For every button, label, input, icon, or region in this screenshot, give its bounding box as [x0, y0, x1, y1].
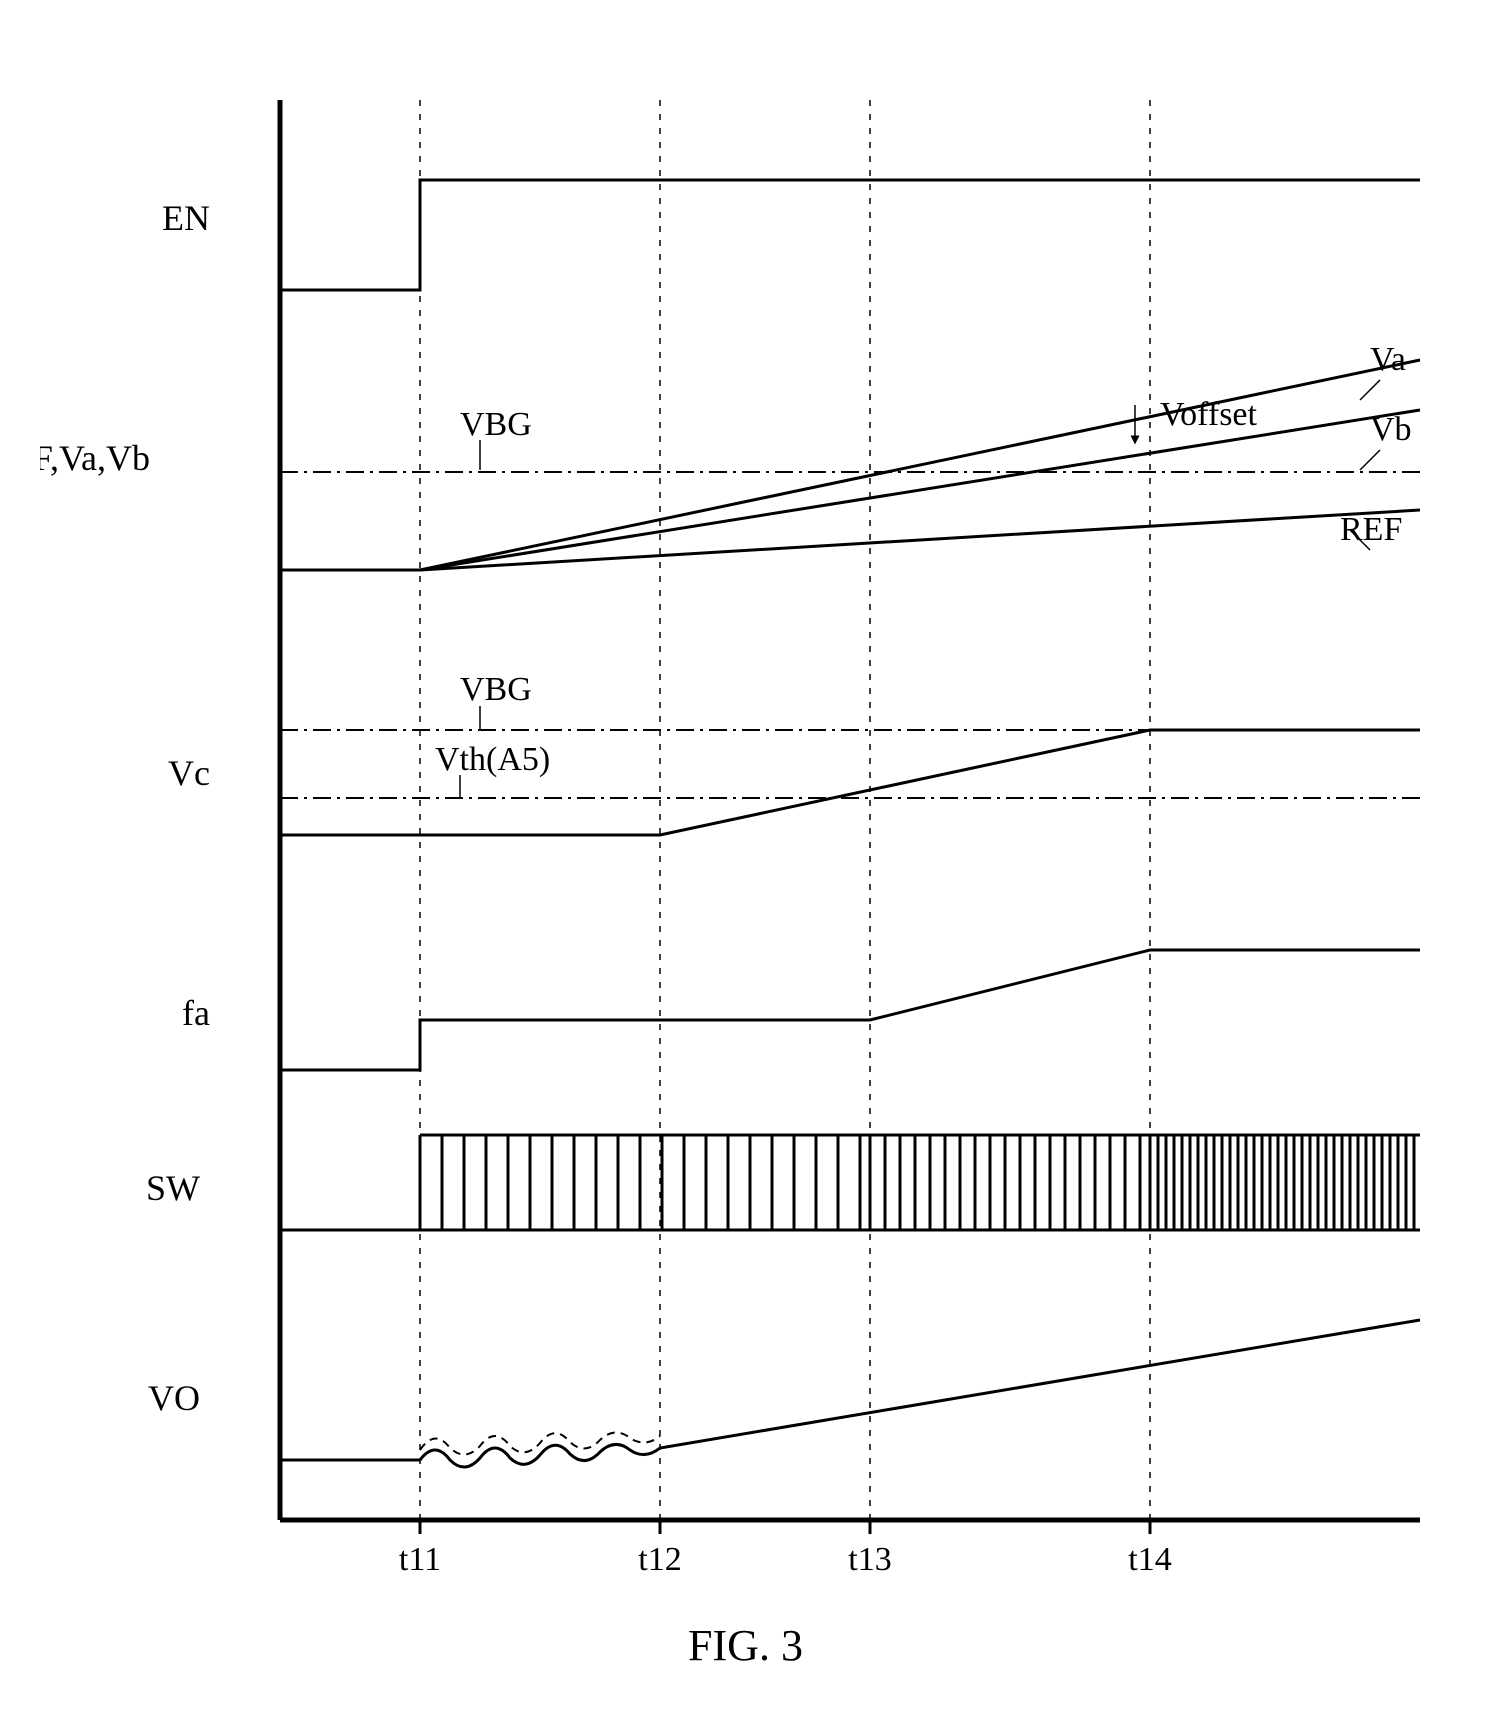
annot-VBG: VBG	[460, 671, 532, 708]
trace-REFVaVb-Va	[280, 360, 1420, 570]
timing-diagram: t11 t12 t13 t14 EN REF,Va,Vb VBG Va Voffset Vb REF…	[40, 40, 1451, 1600]
annot-Voffset: Voffset	[1160, 396, 1258, 433]
row-label-Vc: Vc	[168, 753, 210, 793]
figure-container: t11 t12 t13 t14 EN REF,Va,Vb VBG Va Voffset Vb REF…	[40, 40, 1451, 1671]
annot-REF: REF	[1340, 511, 1402, 548]
row-label-REFVaVb: REF,Va,Vb	[40, 438, 150, 478]
trace-REFVaVb-REF	[280, 510, 1420, 570]
tick-label-t11: t11	[399, 1541, 441, 1578]
annot-Vb: Vb	[1370, 411, 1412, 448]
annot-Vth(A5): Vth(A5)	[435, 741, 550, 778]
row-label-VO: VO	[148, 1378, 200, 1418]
row-label-SW: SW	[146, 1168, 200, 1208]
trace-VO-VO-dashed	[420, 1432, 660, 1454]
trace-fa	[280, 950, 1420, 1070]
leader-Va	[1360, 380, 1380, 400]
row-label-fa: fa	[182, 993, 210, 1033]
leader-Vb	[1360, 450, 1380, 470]
trace-EN	[280, 180, 1420, 290]
trace-VO-VO-solid	[280, 1320, 1420, 1467]
trace-REFVaVb-Vb	[280, 410, 1420, 570]
annot-VBG: VBG	[460, 406, 532, 443]
tick-label-t13: t13	[848, 1541, 891, 1578]
row-label-EN: EN	[162, 198, 210, 238]
tick-label-t14: t14	[1128, 1541, 1171, 1578]
tick-label-t12: t12	[638, 1541, 681, 1578]
annot-Va: Va	[1370, 341, 1406, 378]
figure-caption: FIG. 3	[40, 1620, 1451, 1671]
